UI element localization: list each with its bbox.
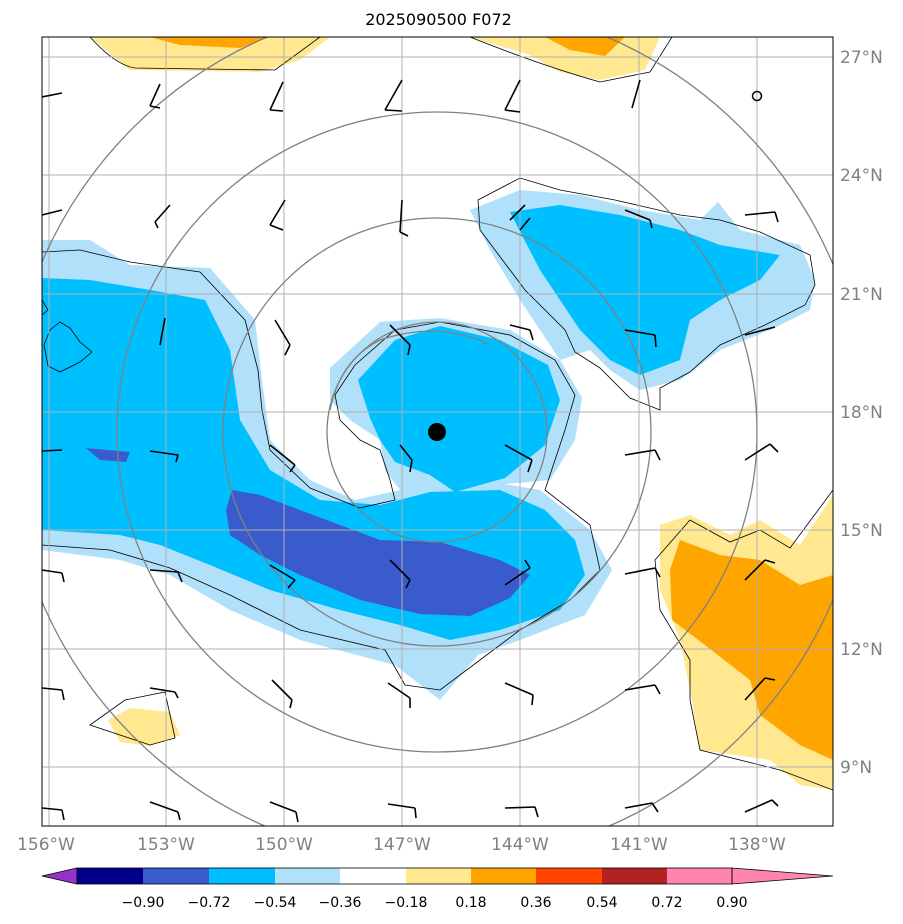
lon-label: 141°W bbox=[610, 835, 668, 855]
lat-label: 15°N bbox=[840, 521, 883, 541]
colorbar-segment bbox=[275, 868, 340, 884]
colorbar-tick-label: 0.72 bbox=[651, 895, 682, 911]
colorbar-tick-label: −0.90 bbox=[122, 895, 165, 911]
colorbar-tick-label: −0.18 bbox=[385, 895, 428, 911]
storm-center-marker bbox=[428, 423, 446, 441]
lat-label: 9°N bbox=[840, 758, 872, 778]
colorbar-tick-label: 0.54 bbox=[586, 895, 617, 911]
colorbar-tick-label: 0.90 bbox=[716, 895, 747, 911]
colorbar-tick-label: −0.54 bbox=[254, 895, 297, 911]
colorbar-segment bbox=[602, 868, 667, 884]
lon-label: 150°W bbox=[255, 835, 313, 855]
lat-label: 24°N bbox=[840, 166, 883, 186]
lat-label: 12°N bbox=[840, 640, 883, 660]
colorbar-segment bbox=[667, 868, 732, 884]
latitude-labels: 27°N 24°N 21°N 18°N 15°N 12°N 9°N bbox=[840, 48, 883, 778]
lon-label: 153°W bbox=[137, 835, 195, 855]
colorbar-segment bbox=[471, 868, 536, 884]
colorbar-segment bbox=[77, 868, 143, 884]
lon-label: 144°W bbox=[491, 835, 549, 855]
colorbar-extend-low bbox=[41, 867, 78, 885]
negative-anomaly-fill bbox=[42, 190, 815, 700]
colorbar-segment bbox=[406, 868, 471, 884]
colorbar-tick-label: 0.18 bbox=[455, 895, 486, 911]
colorbar-extend-high bbox=[731, 867, 834, 885]
lon-label: 147°W bbox=[373, 835, 431, 855]
positive-anomaly-fill bbox=[90, 37, 833, 790]
colorbar-tick-label: −0.36 bbox=[319, 895, 362, 911]
lon-label: 156°W bbox=[17, 835, 75, 855]
colorbar-tick-label: −0.72 bbox=[188, 895, 231, 911]
map-frame bbox=[41, 36, 834, 827]
colorbar-segment bbox=[536, 868, 602, 884]
lon-label: 138°W bbox=[728, 835, 786, 855]
map-area bbox=[42, 37, 833, 826]
colorbar-tick-label: 0.36 bbox=[520, 895, 551, 911]
colorbar: −0.90 −0.72 −0.54 −0.36 −0.18 0.18 0.36 … bbox=[41, 867, 834, 911]
longitude-labels: 156°W 153°W 150°W 147°W 144°W 141°W 138°… bbox=[17, 835, 786, 855]
lat-label: 27°N bbox=[840, 48, 883, 68]
graticule bbox=[42, 37, 833, 826]
colorbar-segment bbox=[143, 868, 209, 884]
range-rings bbox=[42, 37, 833, 826]
calm-wind-circle-icon bbox=[751, 90, 763, 102]
colorbar-segment bbox=[209, 868, 275, 884]
lat-label: 21°N bbox=[840, 285, 883, 305]
map-title: 2025090500 F072 bbox=[365, 10, 512, 29]
lat-label: 18°N bbox=[840, 403, 883, 423]
colorbar-segment bbox=[340, 868, 406, 884]
wind-barbs bbox=[42, 79, 779, 823]
